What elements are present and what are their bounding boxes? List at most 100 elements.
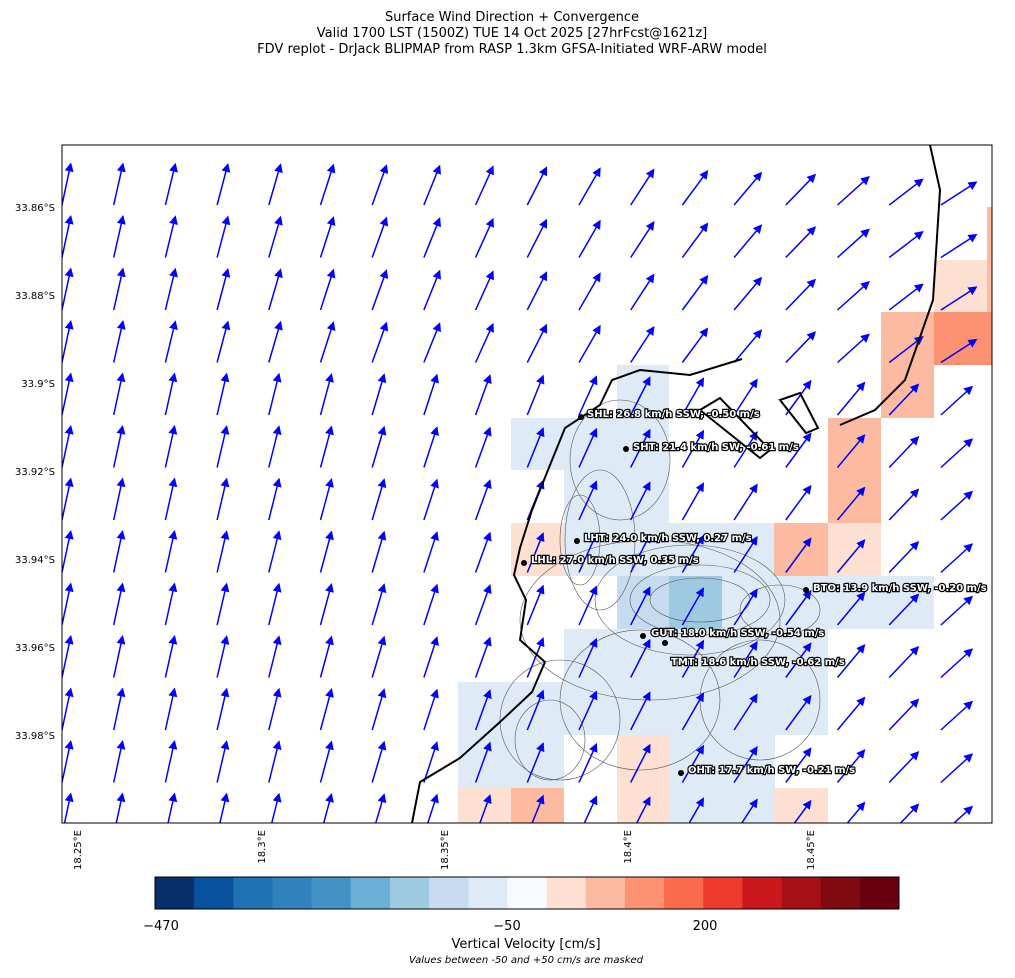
wind-arrow — [112, 267, 126, 311]
wind-arrow — [681, 587, 705, 626]
wind-arrow — [474, 479, 492, 521]
wind-arrow — [164, 320, 178, 363]
wind-arrow — [578, 219, 601, 258]
colorbar-swatch — [742, 877, 782, 909]
wind-arrow — [319, 321, 336, 363]
wind-arrow — [733, 745, 758, 783]
wind-arrow — [271, 792, 282, 823]
wind-arrow — [423, 478, 439, 521]
wind-arrow — [630, 326, 655, 363]
latitude-label: 33.94°S — [15, 555, 55, 566]
station-label: TMT: 18.6 km/h SSW, -0.62 m/s — [671, 657, 845, 668]
wind-arrow — [268, 477, 282, 521]
wind-arrow — [785, 747, 812, 783]
wind-arrow — [112, 529, 126, 573]
wind-arrow — [268, 320, 283, 363]
wind-arrow — [836, 280, 870, 311]
wind-arrow — [740, 798, 758, 823]
wind-arrow — [681, 744, 705, 783]
colorbar-title: Vertical Velocity [cm/s] — [451, 937, 600, 952]
wind-arrow — [993, 547, 1015, 573]
wind-arrow — [578, 585, 598, 626]
wind-arrow — [474, 270, 494, 311]
latitude-label: 33.9°S — [21, 379, 55, 390]
wind-arrow — [688, 797, 705, 823]
colorbar-swatch — [820, 877, 861, 909]
wind-arrow — [371, 635, 387, 678]
colorbar-swatch — [703, 877, 743, 909]
wind-arrow — [793, 799, 812, 823]
wind-arrow — [630, 638, 651, 678]
wind-arrow — [681, 170, 709, 206]
colorbar-label: −50 — [493, 919, 520, 934]
wind-arrow — [526, 271, 548, 311]
wind-arrow — [993, 238, 1015, 258]
wind-arrow — [526, 584, 545, 626]
longitude-label: 18.45°E — [806, 830, 817, 870]
colorbar-swatch — [507, 877, 547, 909]
latitude-label: 33.86°S — [15, 203, 55, 214]
wind-arrow — [112, 634, 126, 678]
wind-arrow — [216, 582, 230, 626]
wind-arrow — [993, 809, 1015, 835]
colorbar-swatch — [468, 877, 508, 909]
wind-arrow — [164, 372, 178, 416]
wind-arrow — [993, 494, 1015, 520]
wind-arrow — [836, 644, 866, 678]
wind-arrow — [371, 216, 389, 258]
colorbar-swatch — [624, 877, 665, 909]
wind-arrow — [164, 215, 178, 258]
colorbar-swatch — [859, 877, 900, 909]
latitude-label: 33.88°S — [15, 291, 55, 302]
wind-arrow — [474, 374, 492, 416]
station-dot — [678, 770, 684, 776]
wind-arrow — [888, 336, 924, 364]
wind-arrow — [371, 164, 389, 206]
wind-arrow — [374, 793, 387, 823]
wind-arrow — [164, 582, 178, 626]
wind-arrow — [371, 530, 387, 573]
station-label: LHT: 24.0 km/h SSW, 0.27 m/s — [584, 533, 752, 544]
wind-arrow — [268, 635, 282, 678]
wind-arrow — [888, 383, 920, 416]
wind-arrow — [681, 482, 705, 521]
wind-arrow — [474, 584, 492, 626]
wind-arrow — [578, 690, 598, 731]
wind-arrow — [423, 531, 439, 573]
wind-arrow — [733, 483, 758, 521]
wind-arrow — [940, 753, 974, 784]
wind-arrow — [733, 640, 758, 678]
wind-arrow — [62, 372, 74, 416]
velocity-cells — [458, 207, 992, 823]
wind-arrow — [993, 389, 1015, 415]
wind-arrow — [578, 742, 598, 783]
wind-arrow — [578, 375, 598, 416]
wind-arrow — [940, 700, 974, 731]
wind-arrow — [423, 688, 439, 731]
wind-arrow — [474, 531, 492, 573]
wind-arrow — [785, 278, 817, 311]
wind-arrow — [578, 427, 598, 468]
wind-arrow — [888, 593, 920, 626]
wind-arrow — [164, 267, 178, 311]
wind-arrow — [785, 589, 812, 626]
wind-arrow — [733, 171, 763, 206]
title-line: FDV replot - DrJack BLIPMAP from RASP 1.… — [257, 42, 767, 57]
wind-arrow — [785, 226, 817, 259]
wind-arrow — [62, 582, 74, 626]
wind-arrow — [268, 163, 283, 206]
wind-arrow — [423, 583, 439, 626]
wind-arrow — [836, 175, 870, 206]
wind-arrow — [836, 486, 866, 521]
wind-arrow — [635, 796, 651, 823]
wind-arrows — [62, 162, 1015, 835]
wind-arrow — [526, 427, 545, 468]
wind-arrow — [836, 539, 866, 573]
wind-arrow — [578, 324, 601, 363]
wind-arrow — [940, 385, 974, 416]
wind-arrow — [216, 530, 230, 573]
wind-arrow — [785, 694, 812, 731]
wind-arrow — [993, 185, 1015, 205]
wind-arrow — [578, 167, 601, 206]
